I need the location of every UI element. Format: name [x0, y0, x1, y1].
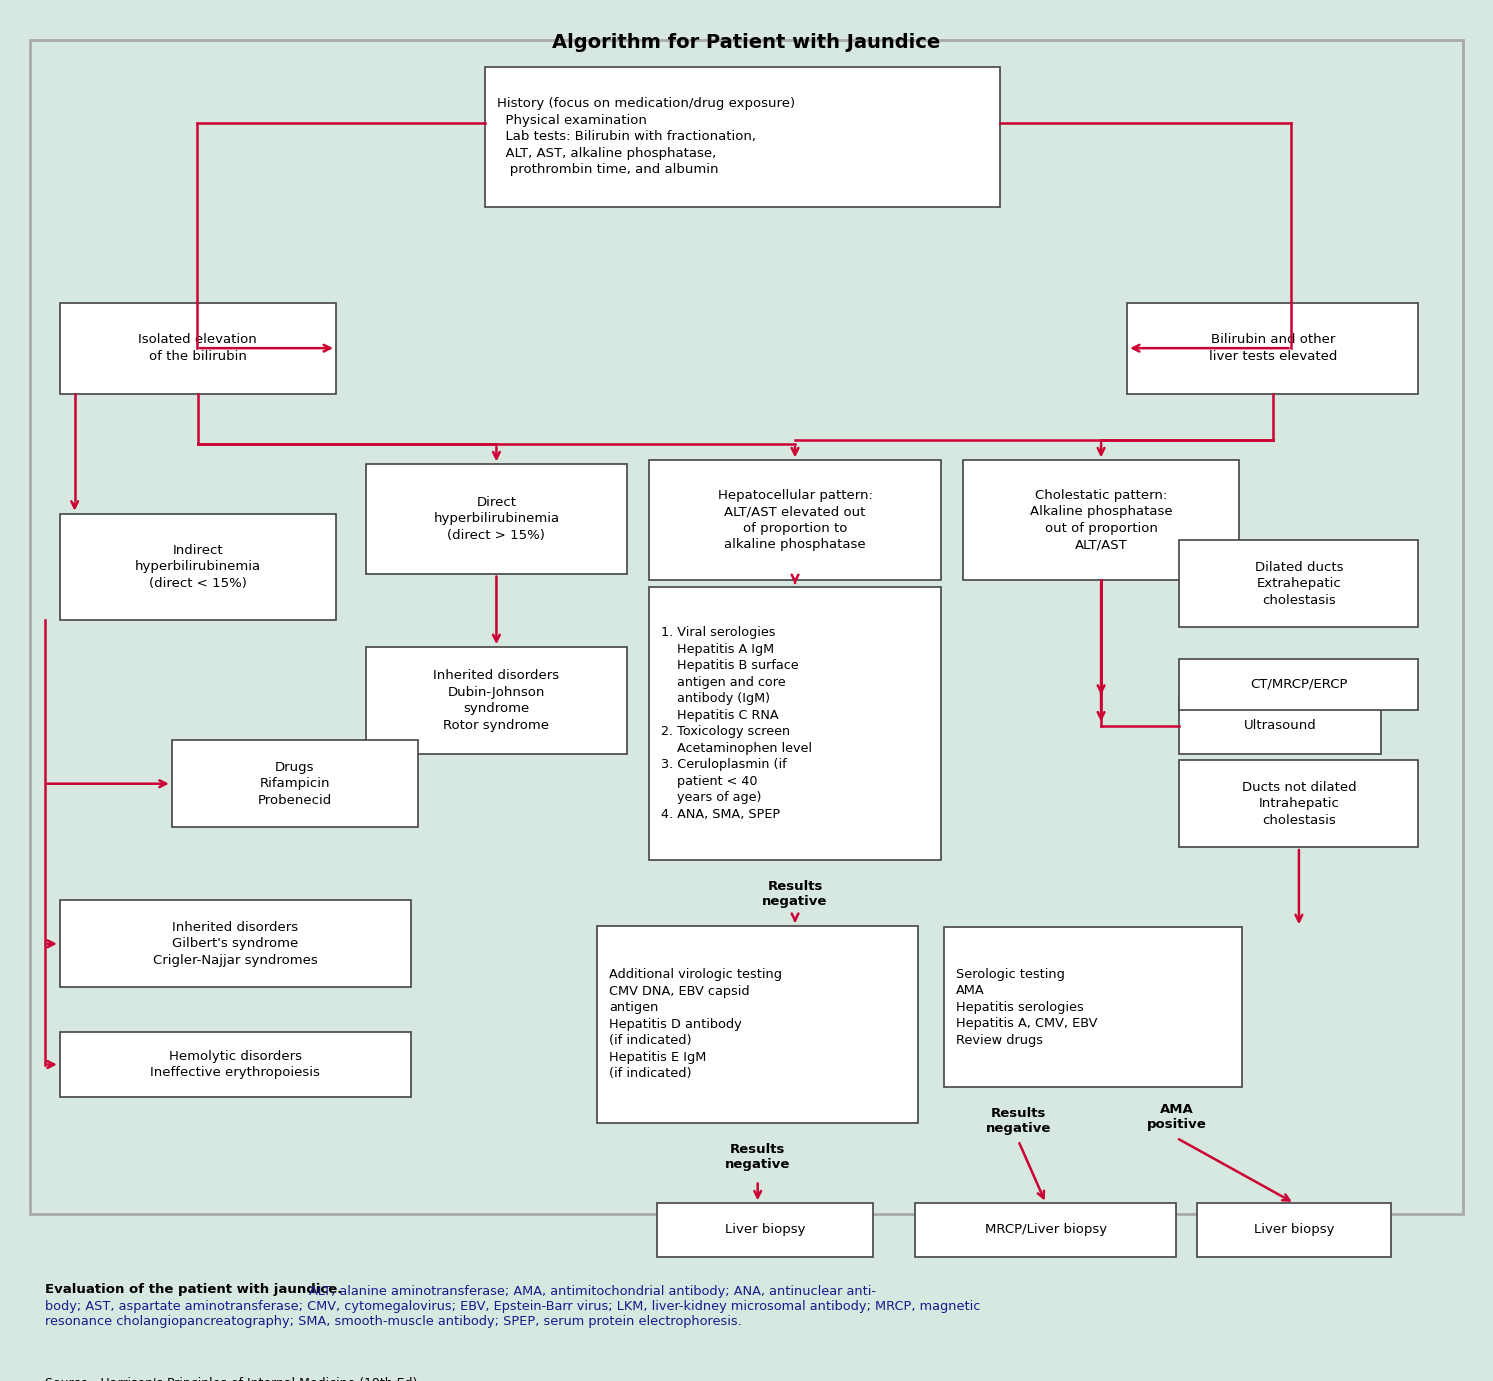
FancyBboxPatch shape: [60, 514, 336, 620]
Text: Ultrasound: Ultrasound: [1244, 720, 1317, 732]
Text: Algorithm for Patient with Jaundice: Algorithm for Patient with Jaundice: [552, 33, 941, 52]
Text: Hepatocellular pattern:
ALT/AST elevated out
of proportion to
alkaline phosphata: Hepatocellular pattern: ALT/AST elevated…: [718, 489, 872, 551]
Text: Liver biopsy: Liver biopsy: [1254, 1224, 1335, 1236]
FancyBboxPatch shape: [60, 302, 336, 394]
FancyBboxPatch shape: [366, 464, 627, 573]
Text: Indirect
hyperbilirubinemia
(direct < 15%): Indirect hyperbilirubinemia (direct < 15…: [134, 544, 261, 590]
Text: Direct
hyperbilirubinemia
(direct > 15%): Direct hyperbilirubinemia (direct > 15%): [433, 496, 560, 541]
FancyBboxPatch shape: [1179, 761, 1418, 847]
FancyBboxPatch shape: [597, 925, 918, 1123]
FancyBboxPatch shape: [485, 66, 1000, 207]
FancyBboxPatch shape: [172, 740, 418, 827]
Text: Liver biopsy: Liver biopsy: [726, 1224, 805, 1236]
FancyBboxPatch shape: [649, 587, 941, 860]
Text: Serologic testing
AMA
Hepatitis serologies
Hepatitis A, CMV, EBV
Review drugs: Serologic testing AMA Hepatitis serologi…: [956, 968, 1097, 1047]
FancyBboxPatch shape: [60, 900, 411, 987]
Text: Drugs
Rifampicin
Probenecid: Drugs Rifampicin Probenecid: [258, 761, 331, 807]
Text: Dilated ducts
Extrahepatic
cholestasis: Dilated ducts Extrahepatic cholestasis: [1254, 561, 1344, 606]
Text: Inherited disorders
Dubin-Johnson
syndrome
Rotor syndrome: Inherited disorders Dubin-Johnson syndro…: [433, 668, 560, 732]
Text: 1. Viral serologies
    Hepatitis A IgM
    Hepatitis B surface
    antigen and : 1. Viral serologies Hepatitis A IgM Hepa…: [661, 627, 812, 820]
FancyBboxPatch shape: [1179, 659, 1418, 710]
Text: ALT, alanine aminotransferase; AMA, antimitochondrial antibody; ANA, antinuclear: ALT, alanine aminotransferase; AMA, anti…: [45, 1284, 981, 1327]
FancyBboxPatch shape: [30, 40, 1463, 1214]
FancyBboxPatch shape: [657, 1203, 873, 1257]
FancyBboxPatch shape: [649, 460, 941, 580]
FancyBboxPatch shape: [366, 646, 627, 754]
Text: Hemolytic disorders
Ineffective erythropoiesis: Hemolytic disorders Ineffective erythrop…: [151, 1050, 320, 1080]
Text: Ducts not dilated
Intrahepatic
cholestasis: Ducts not dilated Intrahepatic cholestas…: [1242, 780, 1356, 827]
FancyBboxPatch shape: [963, 460, 1239, 580]
Text: Isolated elevation
of the bilirubin: Isolated elevation of the bilirubin: [139, 333, 257, 363]
Text: Cholestatic pattern:
Alkaline phosphatase
out of proportion
ALT/AST: Cholestatic pattern: Alkaline phosphatas…: [1030, 489, 1172, 551]
Text: Source : Harrison's Principles of Internal Medicine (19th Ed): Source : Harrison's Principles of Intern…: [45, 1377, 417, 1381]
FancyBboxPatch shape: [1179, 697, 1381, 754]
FancyBboxPatch shape: [60, 1033, 411, 1097]
Text: Results
negative: Results negative: [726, 1142, 790, 1171]
FancyBboxPatch shape: [1197, 1203, 1391, 1257]
Text: Results
negative: Results negative: [763, 880, 827, 907]
Text: Bilirubin and other
liver tests elevated: Bilirubin and other liver tests elevated: [1209, 333, 1336, 363]
FancyBboxPatch shape: [944, 927, 1242, 1087]
FancyBboxPatch shape: [1179, 540, 1418, 627]
Text: Evaluation of the patient with jaundice.: Evaluation of the patient with jaundice.: [45, 1283, 342, 1297]
Text: Additional virologic testing
CMV DNA, EBV capsid
antigen
Hepatitis D antibody
(i: Additional virologic testing CMV DNA, EB…: [609, 968, 782, 1080]
Text: Results
negative: Results negative: [985, 1106, 1051, 1135]
Text: Inherited disorders
Gilbert's syndrome
Crigler-Najjar syndromes: Inherited disorders Gilbert's syndrome C…: [152, 921, 318, 967]
Text: MRCP/Liver biopsy: MRCP/Liver biopsy: [985, 1224, 1106, 1236]
FancyBboxPatch shape: [915, 1203, 1176, 1257]
Text: AMA
positive: AMA positive: [1147, 1102, 1206, 1131]
Text: History (focus on medication/drug exposure)
  Physical examination
  Lab tests: : History (focus on medication/drug exposu…: [497, 97, 796, 177]
Text: CT/MRCP/ERCP: CT/MRCP/ERCP: [1250, 678, 1348, 690]
FancyBboxPatch shape: [1127, 302, 1418, 394]
